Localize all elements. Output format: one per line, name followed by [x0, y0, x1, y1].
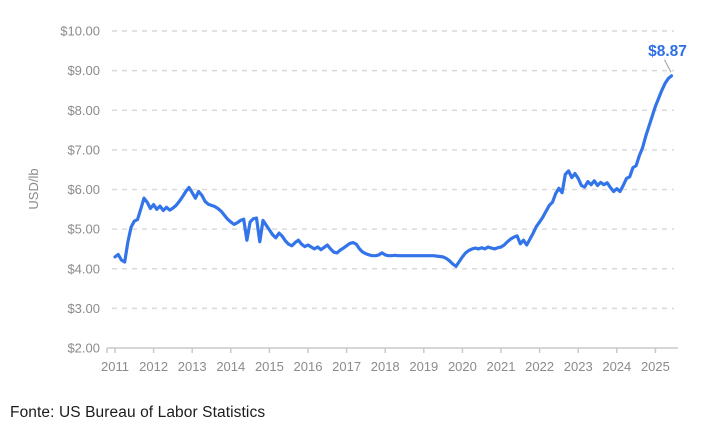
price-chart: $2.00 $3.00 $4.00 $5.00 $6.00 $7.00 $8.00 $9.00… [26, 24, 687, 375]
y-axis-title: USD/lb [26, 168, 41, 209]
y-axis-tick-label: $9.00 [67, 63, 100, 78]
price-line-series [113, 74, 674, 268]
x-axis-tick-label: 2017 [332, 359, 361, 374]
x-axis-tick-label: 2015 [255, 359, 284, 374]
x-axis-tick-label: 2013 [178, 359, 207, 374]
y-axis-tick-label: $7.00 [67, 142, 100, 157]
x-axis-tick-label: 2020 [448, 359, 477, 374]
x-axis-tick-label: 2014 [216, 359, 245, 374]
x-axis-tick-label: 2018 [371, 359, 400, 374]
x-axis-tick-label: 2019 [409, 359, 438, 374]
y-axis-tick-label: $2.00 [67, 341, 100, 356]
end-value-label: $8.87 [648, 43, 687, 60]
x-axis-tick-label: 2022 [525, 359, 554, 374]
x-axis-tick-label: 2025 [641, 359, 670, 374]
x-axis-tick-label: 2023 [564, 359, 593, 374]
x-axis-tick-label: 2011 [101, 359, 129, 374]
x-axis-tick-label: 2012 [139, 359, 168, 374]
y-axis-tick-label: $5.00 [67, 222, 100, 237]
x-axis-tick-label: 2021 [487, 359, 516, 374]
chart-source-text: Fonte: US Bureau of Labor Statistics [10, 404, 266, 421]
y-axis-tick-label: $6.00 [67, 182, 100, 197]
y-axis-tick-label: $4.00 [67, 261, 100, 276]
annotation-leader-line [663, 59, 672, 73]
y-axis-tick-label: $8.00 [67, 103, 100, 118]
y-axis-tick-label: $10.00 [60, 24, 100, 39]
x-axis-tick-label: 2024 [602, 359, 631, 374]
y-axis-tick-label: $3.00 [67, 301, 100, 316]
x-axis-tick-label: 2016 [294, 359, 323, 374]
price-chart-container: $2.00 $3.00 $4.00 $5.00 $6.00 $7.00 $8.00 $9.00… [26, 24, 687, 375]
